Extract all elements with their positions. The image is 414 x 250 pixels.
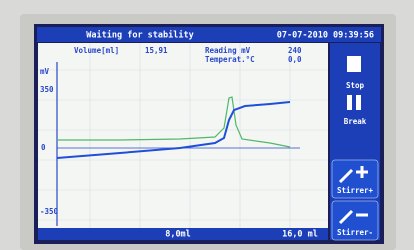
y-unit: mV [40, 67, 50, 76]
y-tick-label: -350 [40, 207, 59, 216]
x-label: 16,0 ml [282, 230, 318, 240]
button-label[interactable]: Stirrer+ [337, 186, 374, 195]
pause-icon [347, 95, 352, 110]
button-label[interactable]: Break [344, 117, 367, 126]
status-text: Waiting for stability [86, 30, 193, 41]
plot-area [38, 43, 328, 228]
stirrer-plus-button[interactable]: Stirrer+ [332, 160, 378, 198]
button-label[interactable]: Stirrer- [337, 228, 373, 237]
x-label: 8,0ml [165, 230, 191, 240]
volume-value: 15,91 [145, 46, 168, 55]
y-tick-label: 350 [40, 85, 54, 94]
temp-label: Temperat.°C [205, 55, 255, 64]
reading-label: Reading mV [205, 46, 251, 55]
screenshot: Waiting for stability 07-07-2010 09:39:5… [0, 0, 414, 250]
stop-icon [347, 56, 361, 72]
volume-label: Volume[ml] [74, 46, 119, 55]
button-label[interactable]: Stop [346, 81, 365, 90]
page: {"header": {"status": "Waiting for stabi… [0, 0, 414, 250]
datetime: 07-07-2010 09:39:56 [277, 31, 374, 41]
y-tick-label: 0 [41, 143, 46, 152]
reading-value: 240 [288, 46, 302, 55]
stirrer-minus-button[interactable]: Stirrer- [332, 201, 378, 240]
temp-value: 0,0 [288, 55, 302, 64]
pause-icon [356, 95, 361, 110]
